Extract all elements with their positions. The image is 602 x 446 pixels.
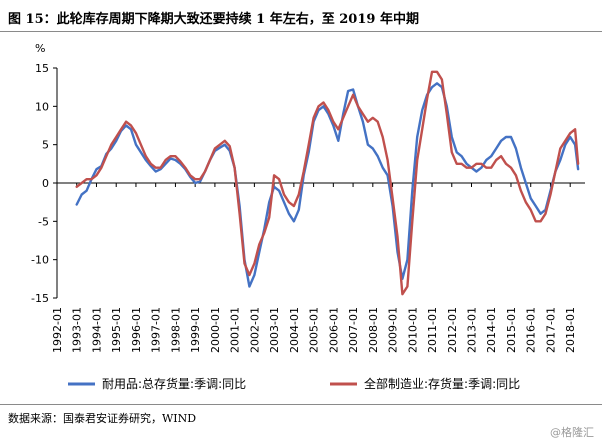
series-line-durable [75, 82, 580, 288]
y-tick-label: -5 [38, 215, 49, 228]
source-divider [0, 404, 602, 405]
x-tick-label: 2017-01 [544, 307, 557, 353]
legend-label-durable: 耐用品:总存货量:季调:同比 [102, 376, 246, 391]
x-tick-label: 2007-01 [347, 307, 360, 353]
x-tick-label: 2005-01 [308, 307, 321, 353]
x-tick-label: 2014-01 [485, 307, 498, 353]
x-tick-label: 1998-01 [169, 307, 182, 353]
legend: 耐用品:总存货量:季调:同比 全部制造业:存货量:季调:同比 [68, 376, 520, 391]
title-divider [0, 31, 602, 32]
x-tick-label: 1997-01 [150, 307, 163, 353]
x-tick-label: 2003-01 [268, 307, 281, 353]
x-tick-label: 2016-01 [525, 307, 538, 353]
x-tick-label: 2013-01 [466, 307, 479, 353]
x-tick-label: 2001-01 [229, 307, 242, 353]
x-tick-label: 1996-01 [130, 307, 143, 353]
y-axis-unit-label: % [35, 42, 45, 55]
x-tick-label: 1995-01 [110, 307, 123, 353]
y-tick-label: 5 [42, 139, 49, 152]
x-tick-label: 2015-01 [505, 307, 518, 353]
x-tick-label: 1994-01 [90, 307, 103, 353]
source-note: 数据来源：国泰君安证券研究，WIND [8, 412, 197, 425]
x-tick-label: 2000-01 [209, 307, 222, 353]
x-tick-label: 2012-01 [446, 307, 459, 353]
y-tick-label: 10 [35, 100, 49, 113]
x-tick-label: 1999-01 [189, 307, 202, 353]
y-tick-label: -15 [31, 292, 49, 305]
watermark: @格隆汇 [550, 426, 594, 439]
x-tick-label: 2011-01 [426, 307, 439, 353]
x-tick-label: 2018-01 [564, 307, 577, 353]
x-tick-label: 1992-01 [51, 307, 64, 353]
x-tick-label: 2004-01 [288, 307, 301, 353]
x-tick-label: 2009-01 [387, 307, 400, 353]
x-tick-label: 2010-01 [406, 307, 419, 353]
page-title: 图 15：此轮库存周期下降期大致还要持续 1 年左右，至 2019 年中期 [8, 12, 419, 27]
x-tick-label: 2008-01 [367, 307, 380, 353]
y-tick-label: -10 [31, 254, 49, 267]
series-line-manufacturing [75, 70, 580, 296]
x-tick-label: 2002-01 [248, 307, 261, 353]
x-tick-label: 2006-01 [327, 307, 340, 353]
legend-label-manufacturing: 全部制造业:存货量:季调:同比 [364, 376, 520, 391]
y-tick-label: 0 [42, 177, 49, 190]
x-tick-label: 1993-01 [71, 307, 84, 353]
y-tick-label: 15 [35, 62, 49, 75]
